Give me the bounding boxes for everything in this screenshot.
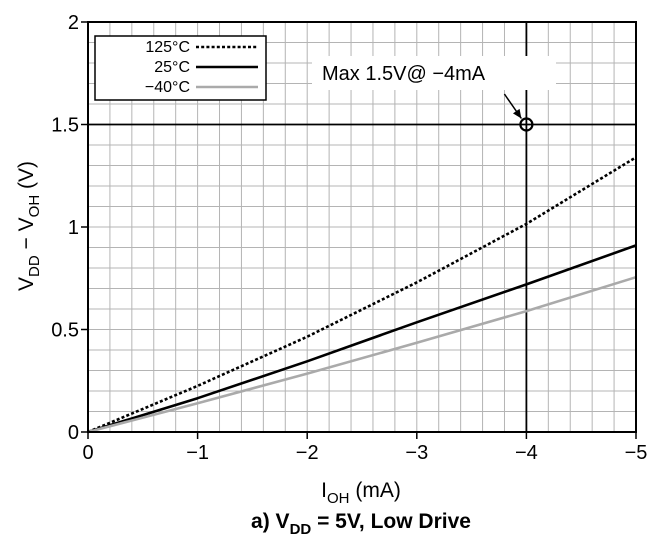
legend-label: −40°C (145, 79, 190, 96)
legend-label: 25°C (154, 59, 190, 76)
series-line-0 (87, 156, 637, 434)
x-axis-label: IOH (mA) (321, 479, 401, 507)
y-axis-label: VDD − VOH (V) (15, 161, 43, 291)
y-tick-label: 1.5 (51, 115, 79, 137)
series-line-1 (87, 244, 637, 434)
annotation: Max 1.5V@ −4mA (312, 56, 556, 132)
legend: 125°C 25°C −40°C (94, 35, 267, 101)
x-tick-label: −2 (296, 442, 319, 464)
annotation-marker (519, 117, 534, 132)
annotation-arrowhead (512, 108, 522, 119)
tick-labels: 0 −1 −2 −3 −4 −5 0 0.5 1 1.5 2 (51, 12, 647, 464)
x-tick-label: 0 (82, 442, 93, 464)
y-tick-label: 1 (68, 217, 79, 239)
series-line-2 (87, 275, 637, 434)
annotation-text: Max 1.5V@ −4mA (322, 63, 486, 85)
annotation-box (312, 56, 556, 90)
legend-label: 125°C (145, 39, 190, 56)
y-tick-label: 0.5 (51, 320, 79, 342)
chart-caption: a) VDD = 5V, Low Drive (251, 510, 471, 538)
series-lines (87, 156, 637, 434)
x-tick-label: −5 (625, 442, 648, 464)
x-tick-label: −1 (186, 442, 209, 464)
x-tick-label: −3 (405, 442, 428, 464)
y-tick-label: 0 (68, 422, 79, 444)
x-tick-label: −4 (515, 442, 538, 464)
y-tick-label: 2 (68, 12, 79, 34)
